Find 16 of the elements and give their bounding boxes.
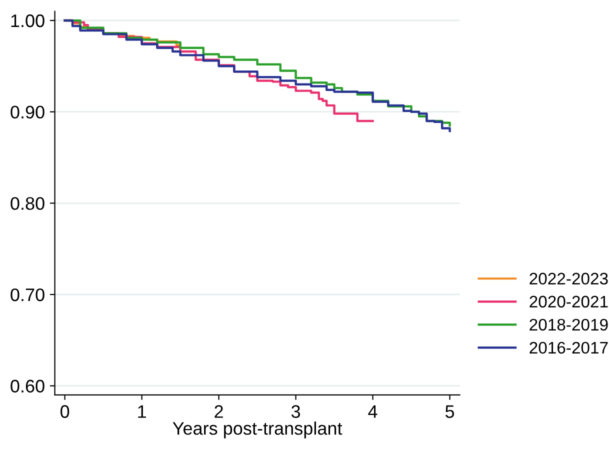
y-tick-label: 0.60 [10, 380, 44, 393]
x-tick-label: 5 [445, 405, 454, 418]
y-tick-label: 0.90 [10, 106, 44, 119]
y-tick-label: 1.00 [11, 14, 44, 28]
x-tick-label: 1 [138, 405, 146, 418]
x-axis-title: Years post-transplant [172, 422, 342, 438]
x-tick-label: 0 [60, 405, 70, 418]
x-tick-label: 4 [368, 405, 378, 418]
x-tick-label: 2 [214, 405, 223, 418]
y-tick-label: 0.70 [10, 288, 44, 302]
legend-label: 2018-2019 [530, 318, 608, 331]
legend-label: 2016-2017 [530, 342, 608, 354]
legend-label: 2022-2023 [530, 272, 608, 285]
legend-label: 2020-2021 [530, 296, 608, 308]
y-tick-label: 0.80 [10, 197, 44, 210]
x-tick-label: 3 [291, 405, 300, 418]
